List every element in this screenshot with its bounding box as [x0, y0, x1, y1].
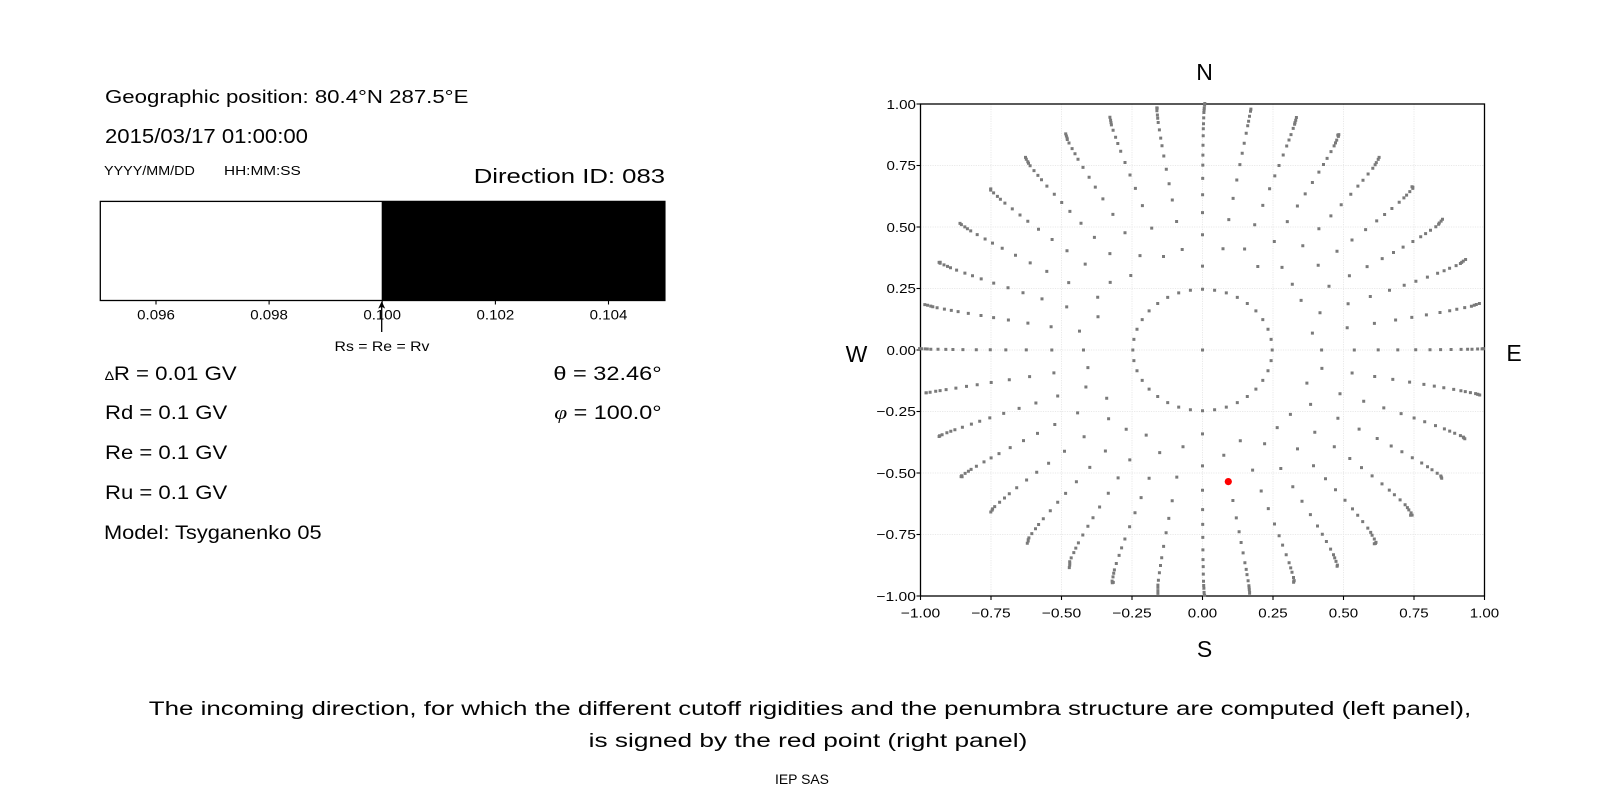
svg-text:1.00: 1.00 — [887, 97, 916, 112]
svg-text:0.00: 0.00 — [1188, 606, 1217, 621]
svg-text:0.104: 0.104 — [590, 307, 628, 323]
svg-text:−1.00: −1.00 — [876, 589, 916, 604]
svg-text:0.096: 0.096 — [137, 307, 175, 323]
svg-text:0.50: 0.50 — [887, 220, 916, 235]
svg-text:0.102: 0.102 — [477, 307, 515, 323]
svg-text:0.50: 0.50 — [1329, 606, 1358, 621]
svg-text:−0.25: −0.25 — [1112, 606, 1152, 621]
svg-text:0.75: 0.75 — [1399, 606, 1428, 621]
svg-text:0.75: 0.75 — [887, 158, 916, 173]
svg-text:0.098: 0.098 — [250, 307, 288, 323]
svg-text:0.25: 0.25 — [1258, 606, 1287, 621]
svg-text:−0.50: −0.50 — [1042, 606, 1082, 621]
svg-text:−0.75: −0.75 — [971, 606, 1011, 621]
svg-text:0.25: 0.25 — [887, 281, 916, 296]
svg-text:−0.50: −0.50 — [876, 466, 916, 481]
svg-text:−0.25: −0.25 — [876, 404, 916, 419]
svg-text:0.00: 0.00 — [887, 343, 916, 358]
svg-text:1.00: 1.00 — [1470, 606, 1499, 621]
svg-text:−1.00: −1.00 — [901, 606, 941, 621]
svg-text:−0.75: −0.75 — [876, 527, 916, 542]
